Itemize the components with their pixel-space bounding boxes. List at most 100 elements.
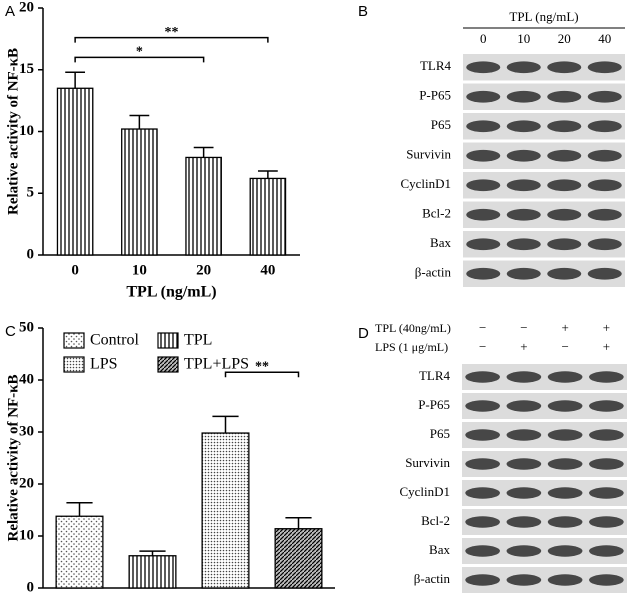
blot-band (547, 371, 583, 383)
blot-band (587, 267, 622, 280)
protein-label: P-P65 (418, 397, 450, 412)
blot-band (466, 179, 501, 192)
significance-label: ** (165, 25, 179, 40)
blot-band (547, 90, 582, 103)
legend-label: TPL+LPS (184, 356, 249, 373)
blot-band (547, 400, 583, 412)
blot-band (465, 545, 500, 557)
legend-swatch (63, 356, 85, 373)
y-axis-label: Relative activity of NF-κB (5, 374, 21, 541)
y-tick-label: 0 (27, 246, 35, 262)
blot-band (466, 90, 501, 103)
blot-band (589, 429, 624, 441)
y-tick-label: 20 (19, 475, 34, 491)
blot-band (547, 545, 583, 557)
protein-label: CyclinD1 (399, 484, 450, 499)
blot-band (506, 371, 542, 383)
blot-band (547, 149, 582, 162)
protein-label: Bax (430, 235, 451, 250)
protein-label: TLR4 (419, 368, 451, 383)
blot-band (466, 267, 501, 280)
blot-band (547, 208, 582, 221)
condition-sign: + (603, 339, 610, 354)
legend-label: Control (90, 332, 139, 349)
bar (274, 528, 323, 589)
bar (121, 128, 158, 256)
blot-band (506, 429, 542, 441)
protein-label: Bcl-2 (422, 206, 451, 221)
protein-label: P65 (431, 117, 451, 132)
blot-band (506, 545, 542, 557)
blot-band (587, 120, 622, 133)
y-tick-label: 30 (19, 423, 34, 439)
blot-header: TPL (ng/mL) (509, 9, 578, 24)
y-tick-label: 15 (19, 61, 34, 77)
condition-label: LPS (1 μg/mL) (375, 340, 448, 354)
condition-sign: + (603, 320, 610, 335)
blot-band (587, 208, 622, 221)
blot-band (589, 458, 624, 470)
lane-label: 20 (558, 31, 571, 46)
error-bar (257, 170, 278, 179)
panel-letter: C (5, 323, 16, 340)
blot-band (547, 487, 583, 499)
blot-band (465, 487, 500, 499)
x-tick-label: 0 (71, 262, 79, 278)
blot-band (506, 516, 542, 528)
error-bar (212, 415, 239, 434)
condition-sign: − (520, 320, 527, 335)
y-tick-label: 0 (27, 579, 35, 595)
bar (249, 177, 287, 256)
blot-band (547, 574, 583, 586)
bar (55, 515, 104, 589)
condition-sign: + (520, 339, 527, 354)
blot-band (465, 458, 500, 470)
blot-band (506, 267, 541, 280)
bar (201, 432, 250, 589)
blot-band (547, 267, 582, 280)
blot-band (547, 120, 582, 133)
blot-band (506, 61, 541, 74)
blot-band (547, 238, 582, 251)
blot-band (466, 120, 501, 133)
blot-band (506, 400, 542, 412)
lane-label: 40 (598, 31, 611, 46)
error-bar (285, 517, 312, 529)
significance-bracket (74, 36, 269, 43)
protein-label: Survivin (406, 147, 451, 162)
blot-band (506, 120, 541, 133)
error-bar (65, 71, 86, 89)
blot-band (547, 179, 582, 192)
error-bar (193, 146, 214, 158)
bar (128, 555, 177, 589)
blot-band (466, 238, 501, 251)
blot-band (466, 61, 501, 74)
blot-band (465, 400, 500, 412)
blot-band (587, 90, 622, 103)
x-axis-label: TPL (ng/mL) (126, 284, 216, 301)
blot-band (589, 371, 624, 383)
condition-sign: − (561, 339, 568, 354)
y-tick-label: 20 (19, 0, 34, 15)
blot-band (506, 487, 542, 499)
protein-label: CyclinD1 (400, 176, 451, 191)
significance-label: ** (255, 359, 269, 374)
legend-swatch (63, 332, 85, 349)
condition-label: TPL (40ng/mL) (375, 321, 451, 335)
blot-band (587, 238, 622, 251)
blot-band (547, 61, 582, 74)
y-tick-label: 10 (19, 527, 34, 543)
x-tick-label: 20 (196, 262, 211, 278)
blot-band (506, 458, 542, 470)
condition-sign: − (479, 339, 486, 354)
protein-label: Survivin (405, 455, 450, 470)
y-tick-label: 40 (19, 371, 34, 387)
blot-band (589, 516, 624, 528)
y-tick-label: 5 (27, 185, 35, 201)
blot-band (506, 149, 541, 162)
error-bar (129, 114, 150, 130)
significance-bracket (74, 56, 205, 63)
blot-band (587, 179, 622, 192)
